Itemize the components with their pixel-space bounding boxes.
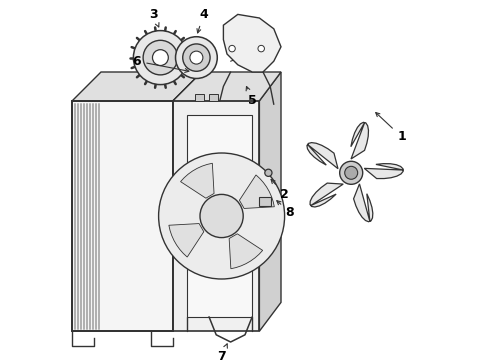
Polygon shape xyxy=(364,164,403,179)
Text: 8: 8 xyxy=(277,201,294,219)
Text: 1: 1 xyxy=(376,113,406,143)
FancyBboxPatch shape xyxy=(259,197,270,206)
Circle shape xyxy=(175,37,217,78)
Circle shape xyxy=(159,153,285,279)
Polygon shape xyxy=(307,143,338,169)
Polygon shape xyxy=(351,122,368,159)
Circle shape xyxy=(152,50,169,66)
Circle shape xyxy=(258,45,265,52)
Text: 3: 3 xyxy=(149,8,159,27)
Polygon shape xyxy=(180,163,214,198)
Polygon shape xyxy=(259,72,281,331)
Polygon shape xyxy=(229,234,263,269)
Circle shape xyxy=(345,166,358,179)
Text: 6: 6 xyxy=(133,55,189,72)
Polygon shape xyxy=(354,184,373,222)
Polygon shape xyxy=(310,183,343,207)
Circle shape xyxy=(229,45,235,52)
Text: 4: 4 xyxy=(197,8,208,33)
Text: 2: 2 xyxy=(271,179,289,201)
Circle shape xyxy=(143,40,178,75)
Polygon shape xyxy=(209,94,218,101)
Circle shape xyxy=(133,31,187,85)
Circle shape xyxy=(265,169,272,176)
Circle shape xyxy=(200,194,243,238)
Polygon shape xyxy=(240,175,274,208)
Polygon shape xyxy=(187,115,252,317)
Polygon shape xyxy=(72,101,173,331)
Polygon shape xyxy=(173,101,259,331)
Polygon shape xyxy=(195,94,204,101)
Polygon shape xyxy=(173,72,281,101)
Polygon shape xyxy=(173,72,202,331)
Circle shape xyxy=(183,44,210,71)
Text: 5: 5 xyxy=(246,86,257,107)
Polygon shape xyxy=(169,224,204,257)
Polygon shape xyxy=(72,72,202,101)
Circle shape xyxy=(340,161,363,184)
Circle shape xyxy=(190,51,203,64)
Text: 7: 7 xyxy=(217,344,227,360)
Polygon shape xyxy=(223,14,281,72)
